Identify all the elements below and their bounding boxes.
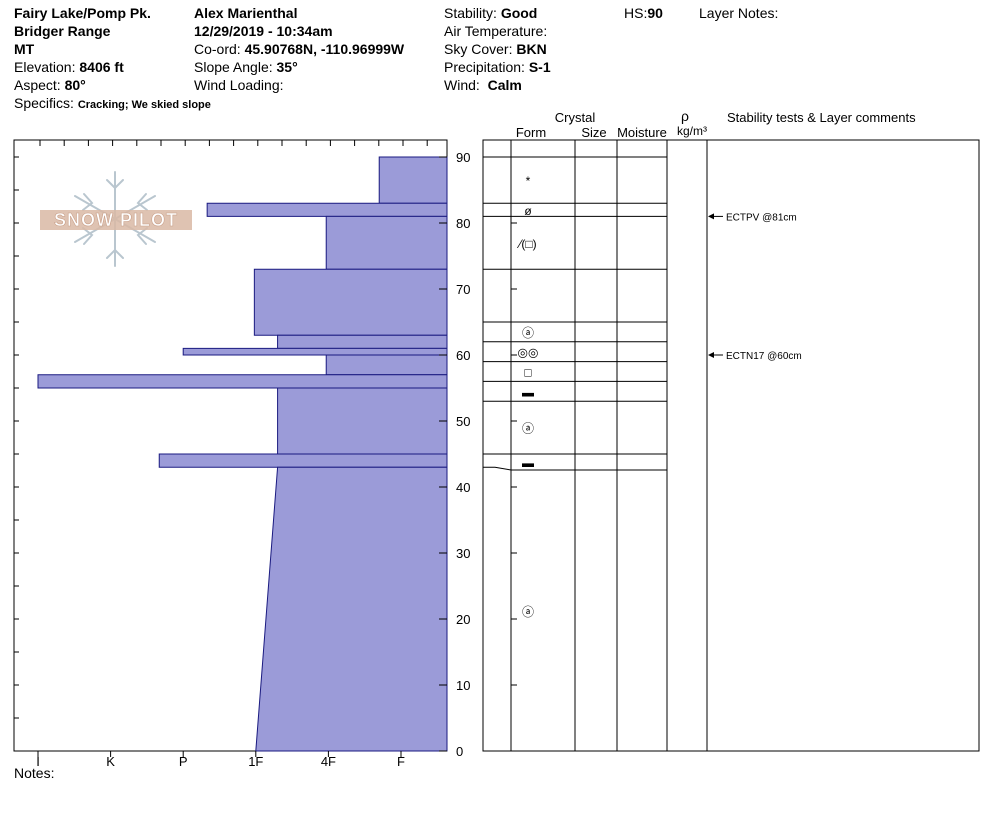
stability: Stability: Good (444, 5, 538, 21)
stability-header: Stability tests & Layer comments (727, 110, 916, 125)
depth-tick-label: 90 (456, 150, 470, 165)
grain-form-symbol-1: ø (524, 204, 532, 218)
form-header: Form (516, 125, 546, 140)
test-label-1: ECTN17 @60cm (726, 351, 802, 362)
grain-form-symbol-9: ▬ (522, 456, 534, 470)
depth-axis: 0 10 20 30 40 50 60 70 80 90 (439, 150, 517, 759)
depth-tick-label: 70 (456, 282, 470, 297)
depth-tick-label: 20 (456, 612, 470, 627)
hardness-bar-3 (253, 268, 448, 336)
hardness-bar-9 (158, 453, 448, 468)
rho-header: ρ (681, 108, 689, 124)
slope-angle: Slope Angle: 35° (194, 59, 298, 75)
density-unit-header: kg/m³ (677, 124, 707, 138)
grain-form-symbol-0: * (526, 174, 531, 188)
hardness-bar-0 (378, 156, 448, 204)
moisture-header: Moisture (617, 125, 667, 140)
depth-tick-label: 80 (456, 216, 470, 231)
depth-tick-label: 40 (456, 480, 470, 495)
grain-form-symbol-7: ▬ (522, 385, 534, 399)
hardness-bar-1 (206, 202, 448, 217)
size-header: Size (581, 125, 606, 140)
coordinates: Co-ord: 45.90768N, -110.96999W (194, 41, 405, 57)
test-arrow-head-0 (708, 213, 714, 220)
layer-table-frame (482, 139, 980, 752)
hardness-bar-7 (37, 374, 448, 389)
hs: HS:90 (624, 5, 663, 21)
depth-tick-label: 30 (456, 546, 470, 561)
layer-notes: Layer Notes: (699, 5, 779, 21)
aspect: Aspect: 80° (14, 77, 86, 93)
grain-form-symbol-4: ⓐ (522, 326, 534, 340)
depth-tick-label: 60 (456, 348, 470, 363)
snowpilot-logo: SNOW PILOT (40, 171, 192, 267)
hardness-tick-label: F (397, 754, 405, 769)
sky-cover: Sky Cover: BKN (444, 41, 547, 57)
grain-form-symbol-10: ⓐ (522, 605, 534, 619)
air-temperature: Air Temperature: (444, 23, 548, 39)
crystal-header: Crystal (555, 110, 596, 125)
test-arrow-head-1 (708, 352, 714, 358)
hardness-axis: I K P 1F 4F F (14, 140, 428, 769)
logo-text: SNOW PILOT (54, 210, 178, 230)
grain-rows (483, 156, 667, 471)
state: MT (14, 41, 35, 57)
grain-form-symbol-2: ⁄(□) (516, 237, 536, 251)
precipitation: Precipitation: S-1 (444, 59, 551, 75)
wind: Wind: Calm (444, 77, 522, 93)
hardness-bar-8 (277, 387, 448, 455)
depth-tick-label: 50 (456, 414, 470, 429)
grain-form-symbol-8: ⓐ (522, 422, 534, 436)
hardness-tick-label: 4F (321, 754, 336, 769)
observer: Alex Marienthal (194, 5, 298, 21)
test-label-0: ECTPV @81cm (726, 212, 797, 223)
wind-loading: Wind Loading: (194, 77, 284, 93)
hardness-tick-label: I (36, 754, 40, 769)
test-markers: ECTPV @81cm ECTN17 @60cm (708, 212, 802, 362)
grain-form-symbol-5: ◎◎ (518, 346, 539, 360)
hardness-tick-label: 1F (248, 754, 263, 769)
hardness-bars (37, 156, 448, 752)
hardness-bar-5 (182, 347, 448, 356)
grain-row-connector (483, 466, 512, 471)
hardness-bar-6 (325, 354, 448, 376)
location: Fairy Lake/Pomp Pk. (14, 5, 151, 21)
hardness-tick-label: P (179, 754, 188, 769)
grain-symbols: * ø ⁄(□) ⓐ ◎◎ □ ▬ ⓐ ▬ ⓐ (516, 174, 538, 619)
hardness-tick-label: K (106, 754, 115, 769)
hardness-bar-10 (255, 466, 448, 752)
specifics: Specifics: Cracking; We skied slope (14, 95, 211, 111)
depth-tick-label: 0 (456, 744, 463, 759)
grain-form-symbol-6: □ (524, 366, 531, 380)
hardness-bar-4 (277, 334, 448, 349)
range: Bridger Range (14, 23, 111, 39)
datetime: 12/29/2019 - 10:34am (194, 23, 333, 39)
hardness-bar-2 (325, 215, 448, 270)
elevation: Elevation: 8406 ft (14, 59, 124, 75)
notes-label: Notes: (14, 765, 55, 781)
depth-tick-label: 10 (456, 678, 470, 693)
